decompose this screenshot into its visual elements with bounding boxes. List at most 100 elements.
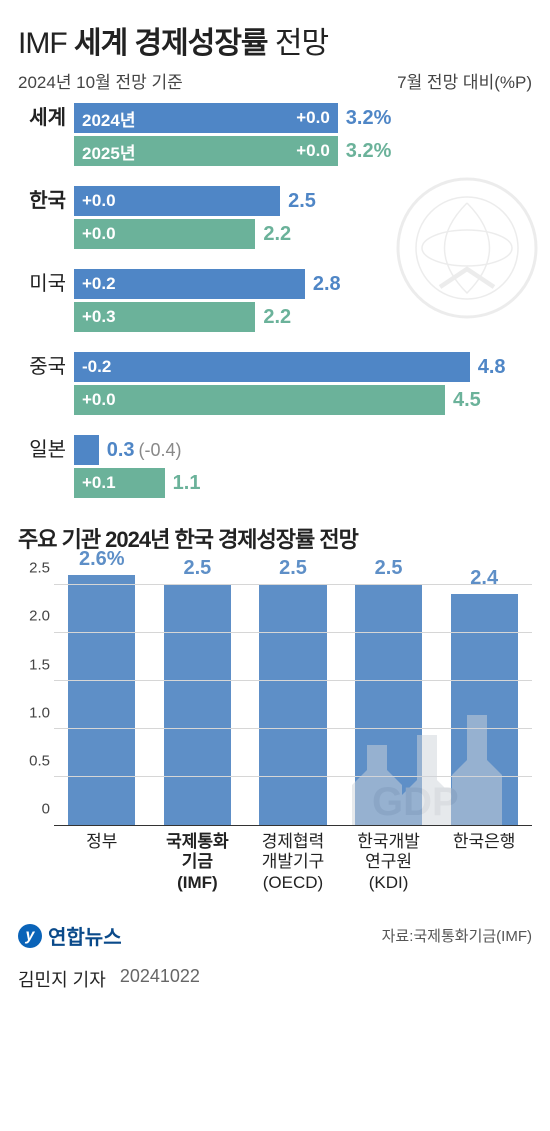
hbar-value: 3.2%: [346, 140, 392, 163]
hbar-value: 4.5: [453, 389, 481, 412]
title-bold: 세계 경제성장률: [74, 27, 268, 60]
vbar-column: 2.6%: [59, 548, 145, 825]
byline-date: 20241022: [120, 966, 200, 992]
grid-line: [54, 632, 532, 633]
ytick-label: 2.5: [29, 560, 50, 577]
hbar-bar-inner-right: +0.0: [296, 108, 330, 128]
hbar-bar-inner-left: +0.0: [82, 224, 116, 244]
vbar-bar: [355, 584, 422, 825]
hbar-bar-inner-left: -0.2: [82, 357, 111, 377]
vbar-value: 2.5: [183, 557, 211, 580]
subhead-left: 2024년 10월 전망 기준: [18, 68, 183, 93]
vbar-xlabels: 정부국제통화기금(IMF)경제협력개발기구(OECD)한국개발연구원(KDI)한…: [54, 832, 532, 893]
title-prefix: IMF: [18, 27, 67, 60]
vbar-column: 2.5: [346, 557, 432, 825]
hbar-row: 세계 2024년 +0.0 3.2%: [18, 103, 532, 133]
title: IMF 세계 경제성장률 전망: [18, 18, 532, 62]
hbar-bar: +0.0: [74, 385, 445, 415]
ytick-label: 0.5: [29, 752, 50, 769]
hbar-group-label: 중국: [18, 356, 74, 378]
hbar-value: 2.5: [288, 190, 316, 213]
vbar-value: 2.6%: [79, 548, 125, 571]
hbar-row: 중국 -0.2 4.8: [18, 352, 532, 382]
hbar-bar-area: +0.2 2.8: [74, 269, 532, 299]
hbar-bar: +0.1: [74, 468, 165, 498]
hbar-value: 2.8: [313, 273, 341, 296]
hbar-bar-inner-left: +0.2: [82, 274, 116, 294]
subhead-right: 7월 전망 대비(%P): [397, 68, 532, 93]
vbar-column: 2.5: [154, 557, 240, 825]
hbar-row: 일본0.3(-0.4): [18, 435, 532, 465]
grid-line: [54, 584, 532, 585]
hbar-value: 4.8: [478, 356, 506, 379]
hbar-bar-inner-left: +0.1: [82, 473, 116, 493]
hbar-row: +0.1 1.1: [18, 468, 532, 498]
vbar-bar: [164, 584, 231, 825]
hbar-group: 세계 2024년 +0.0 3.2% 2025년+0.0 3.2%: [18, 103, 532, 166]
grid-line: [54, 680, 532, 681]
byline-author: 김민지 기자: [18, 966, 106, 992]
hbar-value: 3.2%: [346, 107, 392, 130]
yonhap-logo: y 연합뉴스: [18, 921, 122, 950]
source-text: 자료:국제통화기금(IMF): [382, 925, 532, 946]
vbar-xlabel: 국제통화기금(IMF): [154, 832, 240, 893]
vbar-value: 2.4: [470, 567, 498, 590]
hbar-row: 2025년+0.0 3.2%: [18, 136, 532, 166]
hbar-value: 2.2: [263, 306, 291, 329]
ytick-label: 1.5: [29, 656, 50, 673]
hbar-bar: +0.0: [74, 186, 280, 216]
hbar-bar: 2024년 +0.0: [74, 103, 338, 133]
byline: 김민지 기자 20241022: [0, 958, 550, 1006]
hbar-bar-area: +0.1 1.1: [74, 468, 532, 498]
vbar-xlabel: 경제협력개발기구(OECD): [250, 832, 336, 893]
hbar-bar-area: -0.2 4.8: [74, 352, 532, 382]
vbar-yaxis: 00.51.01.52.02.5: [18, 566, 54, 826]
hbar-bar-area: 2024년 +0.0 3.2%: [74, 103, 532, 133]
hbar-group-label: 일본: [18, 439, 74, 461]
hbar-bar: 2025년+0.0: [74, 136, 338, 166]
hbar-bar-area: 0.3(-0.4): [74, 435, 532, 465]
hbar-bar: +0.2: [74, 269, 305, 299]
ytick-label: 0: [42, 801, 50, 818]
vbar-column: 2.4: [441, 567, 527, 825]
hbar-bar-inner-left: +0.3: [82, 307, 116, 327]
hbar-row: 한국 +0.0 2.5: [18, 186, 532, 216]
hbar-bar-inner-left: 2025년: [82, 139, 135, 164]
hbar-bar-area: +0.0 4.5: [74, 385, 532, 415]
hbar-bar-area: +0.02.2: [74, 219, 532, 249]
hbar-group: 한국 +0.0 2.5 +0.02.2: [18, 186, 532, 249]
vbar-bar: [451, 594, 518, 825]
hbar-chart: 세계2024년+0.03.2%2025년+0.03.2%한국+0.02.5+0.…: [18, 103, 532, 498]
vbar-xlabel: 정부: [59, 832, 145, 893]
ytick-label: 1.0: [29, 704, 50, 721]
hbar-extra: (-0.4): [139, 440, 182, 461]
hbar-bar-inner-left: 2024년: [82, 106, 135, 131]
title-suffix: 전망: [275, 27, 328, 60]
hbar-bar-inner-left: +0.0: [82, 390, 116, 410]
yonhap-logo-icon: y: [18, 924, 42, 948]
hbar-bar-inner-left: +0.0: [82, 191, 116, 211]
hbar-group: 미국 +0.2 2.8 +0.3 2.2: [18, 269, 532, 332]
vbar-column: 2.5: [250, 557, 336, 825]
hbar-bar: [74, 435, 99, 465]
hbar-group: 중국 -0.2 4.8 +0.0 4.5: [18, 352, 532, 415]
hbar-value: 1.1: [173, 472, 201, 495]
hbar-row: 미국 +0.2 2.8: [18, 269, 532, 299]
vbar-chart: 00.51.01.52.02.5 GDP 2.6%2.52.52.52.4: [18, 566, 532, 826]
vbar-bar: [68, 575, 135, 825]
hbar-row: +0.02.2: [18, 219, 532, 249]
grid-line: [54, 776, 532, 777]
vbar-plot: GDP 2.6%2.52.52.52.4: [54, 566, 532, 826]
vbar-bar: [259, 584, 326, 825]
vbar-value: 2.5: [279, 557, 307, 580]
subhead: 2024년 10월 전망 기준 7월 전망 대비(%P): [18, 68, 532, 93]
vbar-xlabel: 한국개발연구원(KDI): [346, 832, 432, 893]
hbar-group-label: 미국: [18, 273, 74, 295]
hbar-group-label: 세계: [18, 107, 74, 129]
hbar-bar: +0.3: [74, 302, 255, 332]
hbar-bar: -0.2: [74, 352, 470, 382]
hbar-group-label: 한국: [18, 190, 74, 212]
vbar-xlabel: 한국은행: [441, 832, 527, 893]
hbar-row: +0.0 4.5: [18, 385, 532, 415]
hbar-value: 0.3: [107, 439, 135, 462]
